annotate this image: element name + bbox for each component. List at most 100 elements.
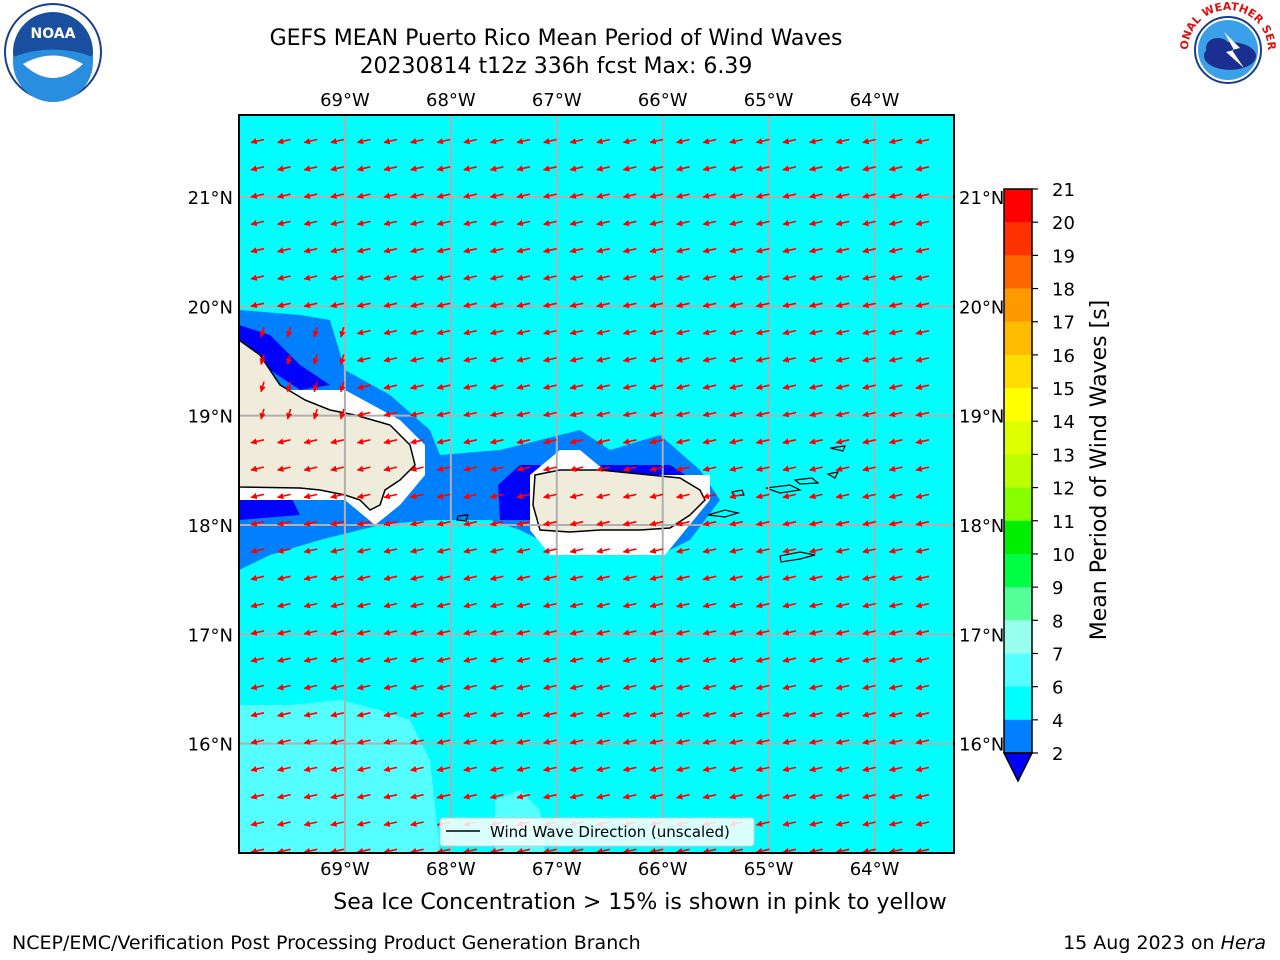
colorbar-segment [1004, 587, 1032, 621]
wave-direction-arrow [489, 684, 504, 691]
wave-direction-arrow [622, 602, 637, 609]
wave-direction-arrow [463, 547, 477, 554]
wave-direction-arrow [675, 165, 690, 172]
wave-direction-arrow [383, 711, 398, 718]
wave-direction-arrow [542, 383, 557, 391]
wave-direction-arrow [808, 465, 823, 472]
wave-direction-arrow [835, 492, 850, 500]
wave-direction-arrow [409, 465, 424, 472]
wave-direction-arrow [702, 738, 717, 745]
wave-direction-arrow [808, 547, 823, 554]
wave-direction-arrow [888, 847, 903, 853]
wave-direction-arrow [915, 356, 930, 363]
wave-direction-arrow [489, 520, 504, 527]
colorbar-segment [1004, 222, 1032, 256]
wave-direction-arrow [729, 438, 743, 445]
wave-direction-arrow [330, 574, 344, 582]
wave-direction-arrow [915, 219, 930, 227]
wave-direction-arrow [729, 465, 743, 472]
colorbar-tick-label: 14 [1052, 412, 1075, 433]
wave-direction-arrow [808, 192, 823, 199]
wave-direction-arrow [835, 574, 850, 582]
wave-direction-arrow [303, 793, 318, 800]
wave-direction-arrow [729, 602, 743, 609]
wave-direction-arrow [250, 192, 265, 199]
lon-label-bottom: 65°W [744, 859, 794, 880]
colorbar-tick-label: 7 [1052, 644, 1063, 665]
island-tortola [793, 477, 820, 485]
wave-direction-arrow [835, 383, 850, 391]
wave-direction-arrow [729, 847, 743, 853]
wave-direction-arrow [729, 520, 743, 527]
wave-direction-arrow [729, 356, 743, 363]
wave-direction-arrow [330, 793, 344, 800]
wave-direction-arrow [649, 793, 664, 800]
wave-direction-arrow [782, 520, 797, 527]
wave-direction-arrow [808, 383, 823, 391]
wave-direction-arrow [702, 492, 717, 500]
wave-direction-arrow [862, 219, 876, 227]
wave-direction-arrow [463, 793, 477, 800]
wave-direction-arrow [409, 547, 424, 554]
wave-direction-arrow [622, 520, 637, 527]
wave-direction-arrow [259, 408, 266, 420]
wave-direction-arrow [463, 329, 477, 336]
wave-direction-arrow [782, 301, 797, 309]
island-st-croix [779, 551, 816, 563]
wave-direction-arrow [782, 602, 797, 609]
wave-direction-arrow [675, 383, 690, 391]
wave-direction-arrow [622, 574, 637, 582]
wave-direction-arrow [383, 411, 398, 418]
wave-direction-arrow [516, 383, 531, 391]
wave-direction-arrow [516, 656, 531, 664]
wave-direction-arrow [303, 247, 318, 254]
wave-direction-arrow [649, 574, 664, 582]
wave-direction-arrow [755, 547, 770, 554]
wave-direction-arrow [702, 847, 717, 853]
wave-direction-arrow [729, 793, 743, 800]
colorbar-tick-label: 9 [1052, 578, 1063, 599]
wave-direction-arrow [622, 547, 637, 554]
wave-direction-arrow [649, 629, 664, 636]
wave-direction-arrow [808, 602, 823, 609]
colorbar-tick-label: 2 [1052, 744, 1063, 765]
lat-label-left: 21°N [188, 188, 233, 209]
wave-direction-arrow [463, 711, 477, 718]
wave-direction-arrow [622, 765, 637, 773]
wave-direction-arrow [835, 656, 850, 664]
wave-direction-arrow [888, 547, 903, 554]
wave-direction-arrow [463, 301, 477, 309]
wave-direction-arrow [649, 602, 664, 609]
wave-direction-arrow [330, 165, 344, 172]
wave-direction-arrow [675, 138, 690, 145]
wave-direction-arrow [782, 765, 797, 773]
wave-direction-arrow [383, 574, 398, 582]
colorbar-tick-label: 13 [1052, 445, 1075, 466]
wave-direction-arrow [702, 247, 717, 254]
wave-direction-arrow [835, 274, 850, 281]
wave-direction-arrow [250, 602, 265, 609]
wave-direction-arrow [675, 574, 690, 582]
wave-direction-arrow [888, 684, 903, 691]
wave-direction-arrow [888, 574, 903, 582]
wave-direction-arrow [276, 492, 291, 500]
wave-direction-arrow [915, 274, 930, 281]
wave-direction-arrow [596, 738, 610, 745]
wave-direction-arrow [489, 793, 504, 800]
wave-direction-arrow [463, 411, 477, 418]
wave-direction-arrow [516, 274, 531, 281]
wave-direction-arrow [489, 629, 504, 636]
wave-direction-arrow [356, 793, 371, 800]
wave-direction-arrow [782, 138, 797, 145]
colorbar-segment [1004, 487, 1032, 522]
wave-direction-arrow [516, 465, 531, 472]
wave-direction-arrow [409, 219, 424, 227]
wave-direction-arrow [356, 629, 371, 636]
wave-direction-arrow [409, 629, 424, 636]
colorbar-tick-label: 6 [1052, 678, 1063, 699]
wave-direction-arrow [702, 656, 717, 664]
wave-direction-arrow [569, 301, 584, 309]
wave-direction-arrow [383, 274, 398, 281]
wave-direction-arrow [489, 383, 504, 391]
legend-label: Wind Wave Direction (unscaled) [490, 823, 730, 841]
